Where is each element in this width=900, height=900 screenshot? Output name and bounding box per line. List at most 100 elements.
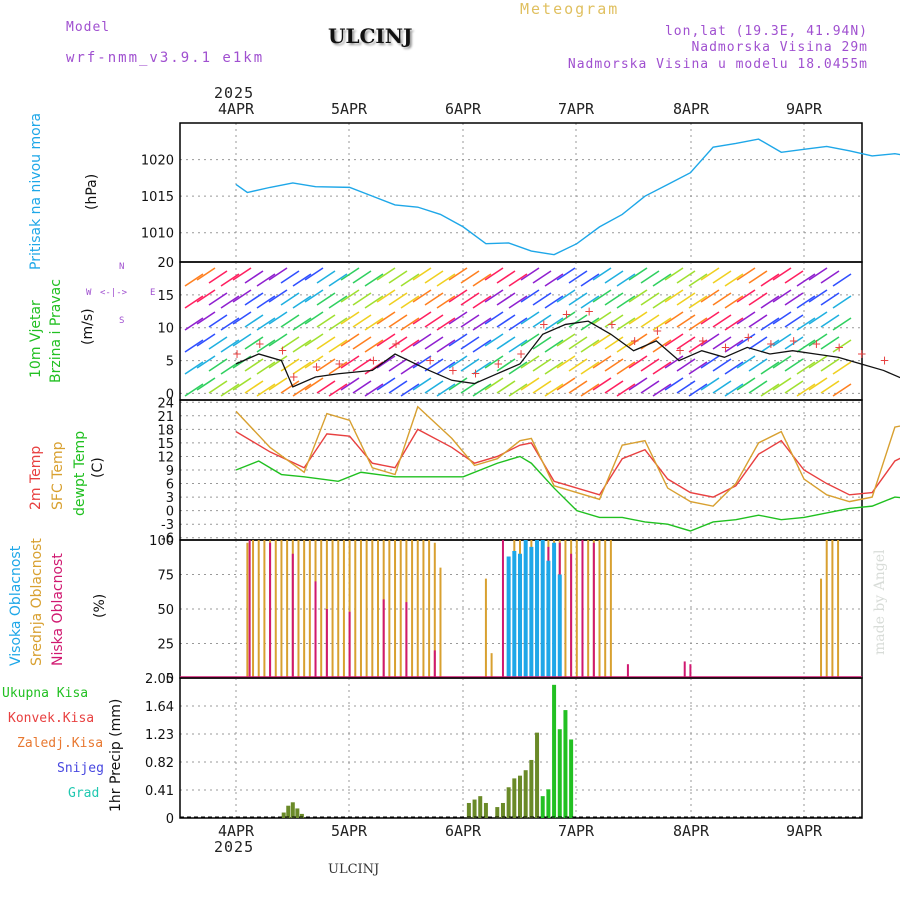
wind-barb — [820, 270, 840, 284]
wind-barb — [700, 355, 720, 369]
wind-barb — [520, 355, 540, 369]
bottom-day-label: 8APR — [673, 822, 710, 840]
precip-ytick: 2.05 — [145, 672, 174, 687]
wind-barb — [808, 311, 828, 325]
wind-gust-mark: + — [539, 317, 549, 331]
wind-barb — [436, 361, 456, 375]
wind-barb — [640, 380, 660, 394]
wind-barb — [688, 361, 708, 375]
wind-barb — [292, 295, 312, 309]
precip-ytick: 1.64 — [145, 700, 174, 715]
wind-barb — [448, 377, 468, 391]
wind-barb — [424, 292, 444, 306]
wind-barb — [748, 380, 768, 394]
wind-barb — [196, 377, 216, 391]
precip-bar — [286, 805, 291, 818]
wind-barb — [544, 317, 564, 331]
wind-barb — [664, 311, 684, 325]
wind-barb — [376, 377, 396, 391]
wind-barb — [304, 311, 324, 325]
wind-barb — [820, 336, 840, 350]
wind-barb — [304, 267, 324, 281]
wind-barb — [208, 270, 228, 284]
wind-barb — [760, 339, 780, 353]
wind-barb — [328, 273, 348, 287]
wind-barb — [412, 267, 432, 281]
wind-gust-mark: + — [880, 354, 890, 368]
top-day-label: 7APR — [558, 100, 595, 118]
wind-barb — [460, 314, 480, 328]
wind-barb — [568, 380, 588, 394]
wind-barb — [352, 358, 372, 372]
wind-barb — [508, 361, 528, 375]
wind-barb — [664, 377, 684, 391]
wind-barb — [796, 383, 816, 397]
precip-bar — [557, 729, 562, 818]
temp-ytick: 18 — [157, 423, 174, 438]
wind-barb — [280, 380, 300, 394]
precip-bar — [535, 732, 540, 818]
precip-bar — [281, 812, 286, 818]
wind-barb — [604, 358, 624, 372]
model-name: wrf-nmm_v3.9.1 e1km — [66, 50, 265, 66]
wind-barb — [244, 270, 264, 284]
wind-barb — [604, 292, 624, 306]
wind-barb — [580, 317, 600, 331]
wind-barb — [628, 333, 648, 347]
wind-barb — [196, 333, 216, 347]
wind-barb — [580, 361, 600, 375]
wind-barb — [304, 377, 324, 391]
wind-barb — [232, 311, 252, 325]
wind-barb — [724, 273, 744, 287]
wind-barb — [244, 292, 264, 306]
wind-barb — [352, 380, 372, 394]
wind-barb — [808, 377, 828, 391]
wind-barb — [244, 336, 264, 350]
meteogram-subtitle: Meteogram — [520, 0, 620, 18]
wind-barb — [388, 358, 408, 372]
precip-bar — [546, 789, 551, 818]
precip-bar — [500, 802, 505, 818]
precip-bar — [569, 739, 574, 818]
wind-barb — [748, 292, 768, 306]
wind-barb — [556, 377, 576, 391]
wind-barb — [604, 380, 624, 394]
wind-gust-mark: + — [289, 370, 299, 384]
wind-barb — [628, 267, 648, 281]
temp-ytick: 21 — [157, 410, 174, 425]
wind-barb — [724, 383, 744, 397]
footer-station: ULCINJ — [328, 862, 380, 877]
wind-barb — [340, 267, 360, 281]
wind-gust-mark: + — [516, 347, 526, 361]
wind-barb — [700, 333, 720, 347]
wind-barb — [664, 289, 684, 303]
wind-barb — [700, 289, 720, 303]
temp-ytick: 24 — [157, 396, 174, 411]
wind-barb — [652, 317, 672, 331]
elevation-label: Nadmorska Visina 29m — [691, 40, 868, 55]
wind-gust-mark: + — [584, 304, 594, 318]
precip-ytick: 0 — [166, 812, 174, 827]
wind-barb — [736, 311, 756, 325]
wind-barb — [436, 273, 456, 287]
wind-gust-mark: + — [834, 340, 844, 354]
wind-barb — [760, 295, 780, 309]
wind-barb — [772, 267, 792, 281]
temp2m-label: 2m Temp — [28, 445, 44, 510]
wind-barb — [496, 336, 516, 350]
wind-barb — [328, 339, 348, 353]
legend-snow: Snijeg — [57, 761, 104, 776]
wind-barb — [316, 270, 336, 284]
wind-gust-mark: + — [811, 337, 821, 351]
wind-barb — [196, 311, 216, 325]
wind-barb — [256, 339, 276, 353]
wind-barb — [736, 333, 756, 347]
station-title: ULCINJ — [328, 24, 413, 48]
legend-conv-rain: Konvek.Kisa — [8, 711, 95, 726]
wind-barb — [568, 314, 588, 328]
wind-barb — [796, 339, 816, 353]
wind-barb — [736, 355, 756, 369]
wind-barb — [772, 333, 792, 347]
wind-barb — [640, 358, 660, 372]
